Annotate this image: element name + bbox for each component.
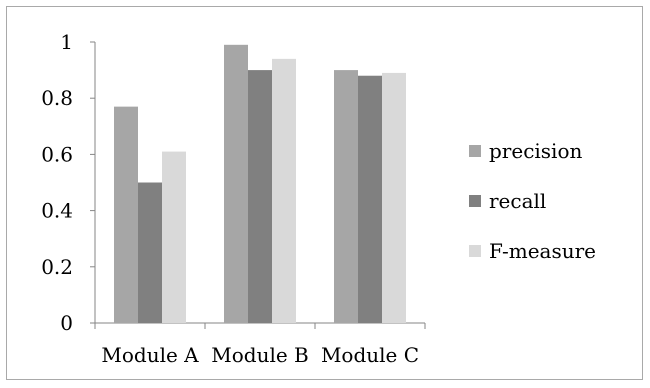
- bar-f-measure-module-c: [382, 72, 406, 323]
- y-tick-labels: 0 0.2 0.4 0.6 0.8 1: [41, 30, 73, 335]
- bar-precision-module-a: [114, 106, 138, 323]
- bar-precision-module-b: [224, 44, 248, 324]
- bar-f-measure-module-a: [162, 151, 186, 323]
- bar-recall-module-b: [248, 70, 272, 323]
- legend-swatch: [469, 245, 481, 257]
- bar-f-measure-module-b: [272, 58, 296, 324]
- y-tick-label: 0.4: [41, 199, 73, 223]
- bar-precision-module-c: [334, 70, 358, 323]
- y-tick-label: 0: [60, 311, 73, 335]
- bar-chart: 00.20.40.60.81 Module A Module B Module C …: [41, 30, 596, 367]
- x-tick-labels: Module A Module B Module C: [101, 343, 419, 367]
- x-tick-label: Module A: [101, 343, 199, 367]
- bar-recall-module-c: [358, 75, 382, 323]
- y-tick-label: 0.6: [41, 142, 73, 166]
- legend-label: F-measure: [489, 239, 596, 263]
- x-tick-label: Module B: [211, 343, 309, 367]
- legend-label: precision: [489, 139, 582, 163]
- y-tick-label: 1: [60, 30, 73, 54]
- legend-swatch: [469, 195, 481, 207]
- x-tick-label: Module C: [321, 343, 419, 367]
- y-tick-label: 0.8: [41, 86, 73, 110]
- legend-swatch: [469, 145, 481, 157]
- bars: [114, 44, 406, 324]
- chart-frame: 0 0.2 0.4 0.6 0.8 1 Module A Module B Module C …: [6, 6, 643, 380]
- legend: precision recall F-measure: [469, 139, 596, 263]
- legend-label: recall: [489, 189, 546, 213]
- y-tick-label: 0.2: [41, 255, 73, 279]
- bar-recall-module-a: [138, 182, 162, 323]
